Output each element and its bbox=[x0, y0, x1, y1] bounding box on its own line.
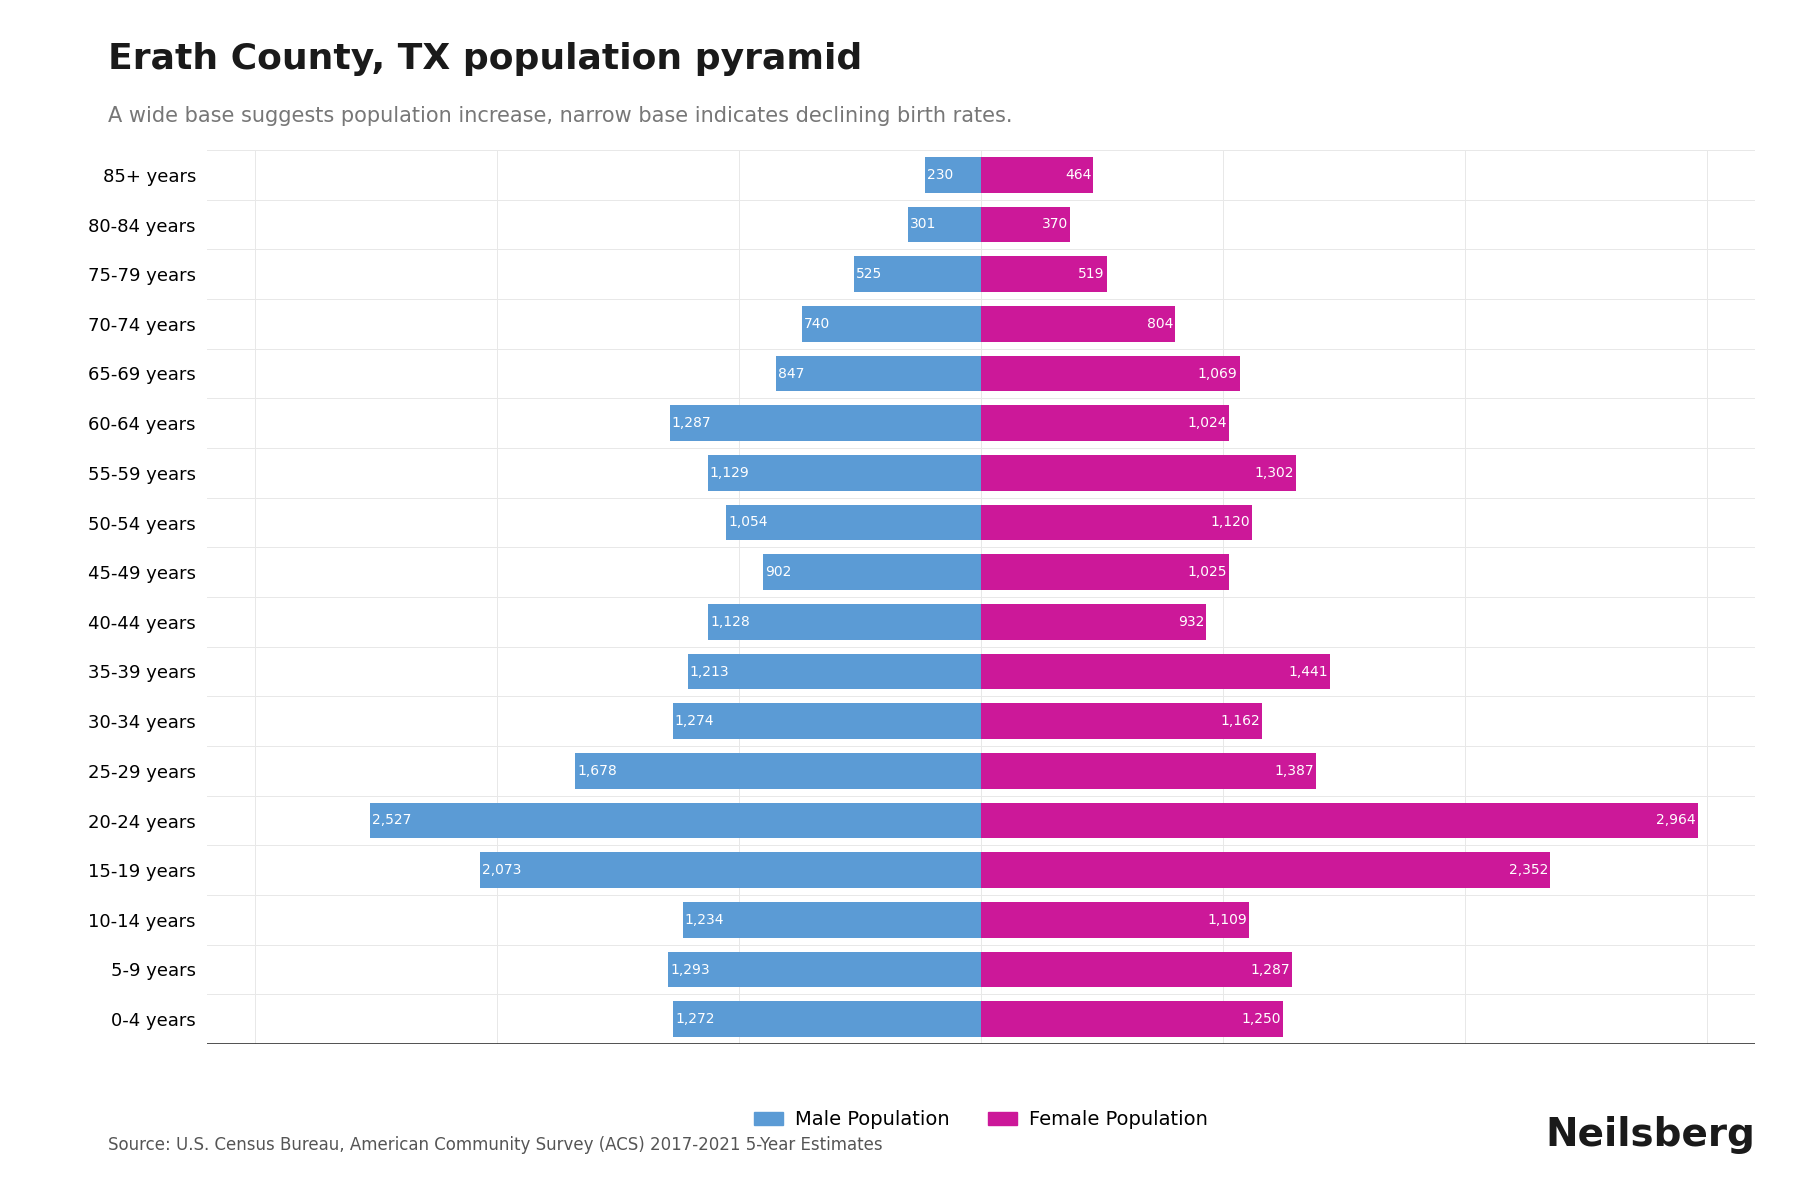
Text: 1,250: 1,250 bbox=[1242, 1012, 1282, 1026]
Text: 1,678: 1,678 bbox=[578, 764, 617, 778]
Bar bbox=[981, 952, 1292, 988]
Text: 1,302: 1,302 bbox=[1255, 466, 1294, 480]
Bar bbox=[909, 206, 981, 242]
Bar bbox=[981, 703, 1262, 739]
Text: 1,213: 1,213 bbox=[689, 665, 729, 678]
Text: 1,272: 1,272 bbox=[675, 1012, 715, 1026]
Bar bbox=[981, 406, 1229, 442]
Text: 301: 301 bbox=[911, 217, 936, 232]
Bar bbox=[925, 157, 981, 193]
Legend: Male Population, Female Population: Male Population, Female Population bbox=[747, 1103, 1215, 1138]
Text: 847: 847 bbox=[778, 366, 805, 380]
Bar bbox=[981, 505, 1253, 540]
Bar bbox=[763, 554, 981, 590]
Bar bbox=[981, 1001, 1283, 1037]
Bar bbox=[981, 752, 1316, 788]
Text: 1,387: 1,387 bbox=[1274, 764, 1314, 778]
Text: Source: U.S. Census Bureau, American Community Survey (ACS) 2017-2021 5-Year Est: Source: U.S. Census Bureau, American Com… bbox=[108, 1136, 882, 1154]
Text: 902: 902 bbox=[765, 565, 792, 580]
Text: 1,287: 1,287 bbox=[671, 416, 711, 430]
Text: 370: 370 bbox=[1042, 217, 1069, 232]
Text: 1,287: 1,287 bbox=[1251, 962, 1291, 977]
Text: 1,441: 1,441 bbox=[1289, 665, 1328, 678]
Text: 1,274: 1,274 bbox=[675, 714, 715, 728]
Bar bbox=[981, 803, 1697, 839]
Text: Erath County, TX population pyramid: Erath County, TX population pyramid bbox=[108, 42, 862, 76]
Bar bbox=[981, 654, 1330, 689]
Bar bbox=[776, 355, 981, 391]
Bar bbox=[981, 355, 1240, 391]
Text: 1,054: 1,054 bbox=[727, 516, 767, 529]
Text: 2,527: 2,527 bbox=[373, 814, 410, 828]
Text: 1,025: 1,025 bbox=[1188, 565, 1228, 580]
Text: 230: 230 bbox=[927, 168, 954, 182]
Text: 1,162: 1,162 bbox=[1220, 714, 1260, 728]
Text: 519: 519 bbox=[1078, 268, 1105, 281]
Bar bbox=[853, 257, 981, 292]
Bar bbox=[981, 604, 1206, 640]
Bar bbox=[803, 306, 981, 342]
Bar bbox=[479, 852, 981, 888]
Text: 932: 932 bbox=[1179, 614, 1204, 629]
Text: 1,234: 1,234 bbox=[684, 913, 724, 926]
Text: 1,120: 1,120 bbox=[1210, 516, 1249, 529]
Bar bbox=[981, 554, 1229, 590]
Bar bbox=[668, 952, 981, 988]
Text: 1,129: 1,129 bbox=[709, 466, 749, 480]
Bar bbox=[673, 703, 981, 739]
Text: Neilsberg: Neilsberg bbox=[1544, 1116, 1755, 1154]
Text: 1,024: 1,024 bbox=[1188, 416, 1228, 430]
Bar bbox=[981, 157, 1093, 193]
Bar bbox=[981, 257, 1107, 292]
Text: 2,073: 2,073 bbox=[482, 863, 520, 877]
Bar bbox=[981, 206, 1071, 242]
Text: 2,964: 2,964 bbox=[1656, 814, 1696, 828]
Text: 1,128: 1,128 bbox=[709, 614, 751, 629]
Text: 464: 464 bbox=[1066, 168, 1091, 182]
Bar bbox=[369, 803, 981, 839]
Bar bbox=[725, 505, 981, 540]
Text: 804: 804 bbox=[1147, 317, 1174, 331]
Bar bbox=[981, 852, 1550, 888]
Bar bbox=[707, 455, 981, 491]
Bar bbox=[981, 902, 1249, 937]
Bar bbox=[981, 455, 1296, 491]
Text: A wide base suggests population increase, narrow base indicates declining birth : A wide base suggests population increase… bbox=[108, 106, 1012, 126]
Bar bbox=[576, 752, 981, 788]
Bar bbox=[981, 306, 1175, 342]
Text: 1,069: 1,069 bbox=[1197, 366, 1238, 380]
Bar bbox=[670, 406, 981, 442]
Bar bbox=[707, 604, 981, 640]
Bar bbox=[682, 902, 981, 937]
Text: 740: 740 bbox=[805, 317, 830, 331]
Text: 1,293: 1,293 bbox=[670, 962, 709, 977]
Bar bbox=[673, 1001, 981, 1037]
Text: 525: 525 bbox=[857, 268, 882, 281]
Bar bbox=[688, 654, 981, 689]
Text: 1,109: 1,109 bbox=[1208, 913, 1247, 926]
Text: 2,352: 2,352 bbox=[1508, 863, 1548, 877]
